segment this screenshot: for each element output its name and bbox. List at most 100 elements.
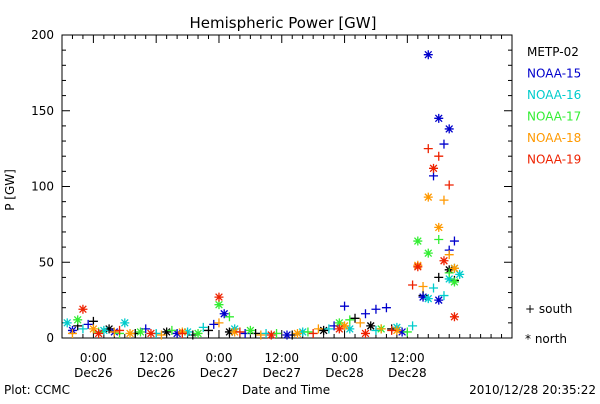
south-point: [418, 281, 428, 291]
south-point: [303, 327, 313, 337]
south-point: [360, 309, 370, 319]
north-point: [73, 315, 83, 325]
x-tick-time-label: 12:00: [264, 351, 299, 365]
north-point: [99, 325, 109, 335]
series-noaa-16: [62, 263, 465, 338]
x-tick-time-label: 0:00: [206, 351, 233, 365]
south-point: [256, 330, 266, 340]
south-point: [198, 322, 208, 332]
north-point: [413, 262, 423, 272]
north-point: [366, 321, 376, 331]
x-tick-time-label: 0:00: [80, 351, 107, 365]
north-point: [392, 325, 402, 335]
north-point: [146, 328, 156, 338]
south-point: [350, 313, 360, 323]
south-point: [313, 324, 323, 334]
south-point: [78, 324, 88, 334]
north-point: [449, 277, 459, 287]
marker-legend-entry: + south: [525, 302, 572, 316]
plot-credit: Plot: CCMC: [4, 383, 70, 397]
south-point: [371, 304, 381, 314]
plot-timestamp: 2010/12/28 20:35:22: [469, 383, 596, 397]
north-point: [345, 324, 355, 334]
north-point: [360, 328, 370, 338]
south-point: [115, 325, 125, 335]
south-point: [376, 324, 386, 334]
south-point: [434, 151, 444, 161]
south-point: [67, 328, 77, 338]
north-point: [125, 328, 135, 338]
south-point: [434, 235, 444, 245]
series-noaa-17: [73, 235, 459, 338]
north-point: [224, 327, 234, 337]
north-point: [423, 294, 433, 304]
x-tick-time-label: 0:00: [331, 351, 358, 365]
south-point: [402, 327, 412, 337]
north-point: [444, 124, 454, 134]
x-axis-label: Date and Time: [242, 383, 330, 397]
north-point: [78, 304, 88, 314]
south-point: [439, 195, 449, 205]
south-point: [429, 283, 439, 293]
south-point: [235, 327, 245, 337]
y-tick-label: 100: [31, 180, 54, 194]
x-tick-date-label: Dec27: [200, 366, 239, 380]
legend-entry: NOAA-16: [527, 88, 581, 102]
x-tick-date-label: Dec28: [325, 366, 364, 380]
south-point: [177, 328, 187, 338]
y-tick-label: 0: [46, 331, 54, 345]
north-point: [397, 327, 407, 337]
north-point: [429, 163, 439, 173]
south-point: [204, 325, 214, 335]
south-point: [224, 312, 234, 322]
south-point: [355, 318, 365, 328]
north-point: [214, 292, 224, 302]
south-point: [209, 319, 219, 329]
data-points: [62, 50, 465, 340]
south-point: [408, 321, 418, 331]
north-point: [219, 309, 229, 319]
north-point: [423, 248, 433, 258]
south-point: [345, 315, 355, 325]
south-point: [381, 303, 391, 313]
south-point: [408, 280, 418, 290]
south-point: [156, 330, 166, 340]
north-point: [282, 330, 292, 340]
south-point: [444, 268, 454, 278]
x-tick-date-label: Dec26: [137, 366, 176, 380]
north-point: [214, 300, 224, 310]
north-point: [94, 328, 104, 338]
south-point: [434, 272, 444, 282]
north-point: [88, 324, 98, 334]
series-noaa-18: [67, 192, 459, 340]
x-tick-date-label: Dec26: [74, 366, 113, 380]
south-point: [429, 171, 439, 181]
legend-entry: NOAA-17: [527, 110, 581, 124]
x-tick-time-label: 12:00: [139, 351, 174, 365]
south-point: [444, 180, 454, 190]
north-point: [418, 292, 428, 302]
north-point: [104, 324, 114, 334]
north-point: [135, 327, 145, 337]
north-point: [120, 318, 130, 328]
south-point: [444, 250, 454, 260]
north-point: [334, 318, 344, 328]
north-point: [449, 312, 459, 322]
legend-entry: NOAA-19: [527, 153, 581, 167]
south-point: [109, 327, 119, 337]
south-point: [439, 291, 449, 301]
north-point: [172, 328, 182, 338]
south-point: [449, 236, 459, 246]
series-metp-02: [73, 265, 459, 340]
legend-entry: NOAA-18: [527, 131, 581, 145]
legend-entry: METP-02: [527, 45, 579, 59]
legend: METP-02 NOAA-15 NOAA-16 NOAA-17 NOAA-18 NOAA-…: [525, 45, 581, 346]
y-tick-label: 50: [39, 255, 54, 269]
y-tick-label: 200: [31, 28, 54, 42]
north-point: [434, 113, 444, 123]
north-point: [183, 327, 193, 337]
y-tick-label: 150: [31, 104, 54, 118]
south-point: [340, 301, 350, 311]
